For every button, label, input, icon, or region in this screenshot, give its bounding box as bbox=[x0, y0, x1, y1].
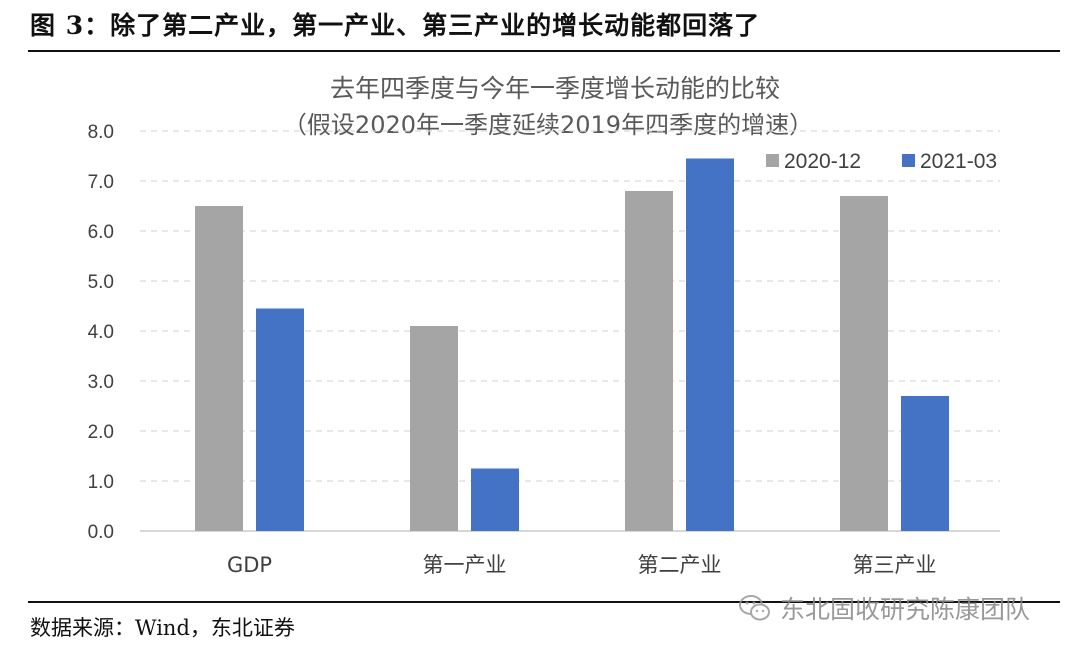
bar-2021-03-1 bbox=[256, 308, 304, 531]
y-tick-label: 0.0 bbox=[88, 522, 114, 543]
bar-2020-12-2 bbox=[410, 326, 458, 531]
bars bbox=[195, 158, 949, 531]
legend-label: 2020-12 bbox=[784, 150, 861, 173]
figure-title: 图 3：除了第二产业，第一产业、第三产业的增长动能都回落了 bbox=[30, 11, 761, 40]
x-axis-categories: GDP 第一产业 第二产业 第三产业 bbox=[227, 553, 937, 577]
legend-swatch bbox=[766, 154, 779, 167]
source-note: 数据来源：Wind，东北证券 bbox=[30, 616, 295, 640]
watermark: 东北固收研究陈康团队 bbox=[738, 590, 1030, 626]
category-label: GDP bbox=[227, 553, 272, 577]
watermark-text: 东北固收研究陈康团队 bbox=[780, 595, 1031, 624]
y-tick-label: 3.0 bbox=[88, 372, 114, 393]
category-label: 第三产业 bbox=[853, 553, 937, 577]
chart-title: 去年四季度与今年一季度增长动能的比较 bbox=[330, 74, 780, 103]
y-tick-label: 1.0 bbox=[88, 472, 114, 493]
y-axis-ticks: 0.0 1.0 2.0 3.0 4.0 5.0 6.0 7.0 8.0 bbox=[88, 122, 114, 543]
legend-label: 2021-03 bbox=[920, 150, 997, 173]
bar-2021-03-4 bbox=[901, 396, 949, 531]
bar-chart: 去年四季度与今年一季度增长动能的比较 （假设2020年一季度延续2019年四季度… bbox=[88, 74, 1000, 577]
y-tick-label: 6.0 bbox=[88, 222, 114, 243]
chart-subtitle: （假设2020年一季度延续2019年四季度的增速） bbox=[283, 111, 813, 139]
category-label: 第一产业 bbox=[423, 553, 507, 577]
top-rule bbox=[28, 50, 1060, 52]
wechat-icon bbox=[739, 595, 770, 621]
category-label: 第二产业 bbox=[638, 553, 722, 577]
y-tick-label: 2.0 bbox=[88, 422, 114, 443]
y-tick-label: 7.0 bbox=[88, 172, 114, 193]
legend: 2020-12 2021-03 bbox=[766, 150, 997, 173]
bar-2021-03-3 bbox=[686, 158, 734, 531]
bar-2020-12-4 bbox=[840, 196, 888, 531]
y-tick-label: 4.0 bbox=[88, 322, 114, 343]
y-tick-label: 5.0 bbox=[88, 272, 114, 293]
legend-swatch bbox=[902, 154, 915, 167]
bar-2020-12-3 bbox=[625, 191, 673, 531]
y-tick-label: 8.0 bbox=[88, 122, 114, 143]
bottom-rule bbox=[28, 601, 1060, 603]
bar-2020-12-1 bbox=[195, 206, 243, 531]
bar-2021-03-2 bbox=[471, 468, 519, 531]
